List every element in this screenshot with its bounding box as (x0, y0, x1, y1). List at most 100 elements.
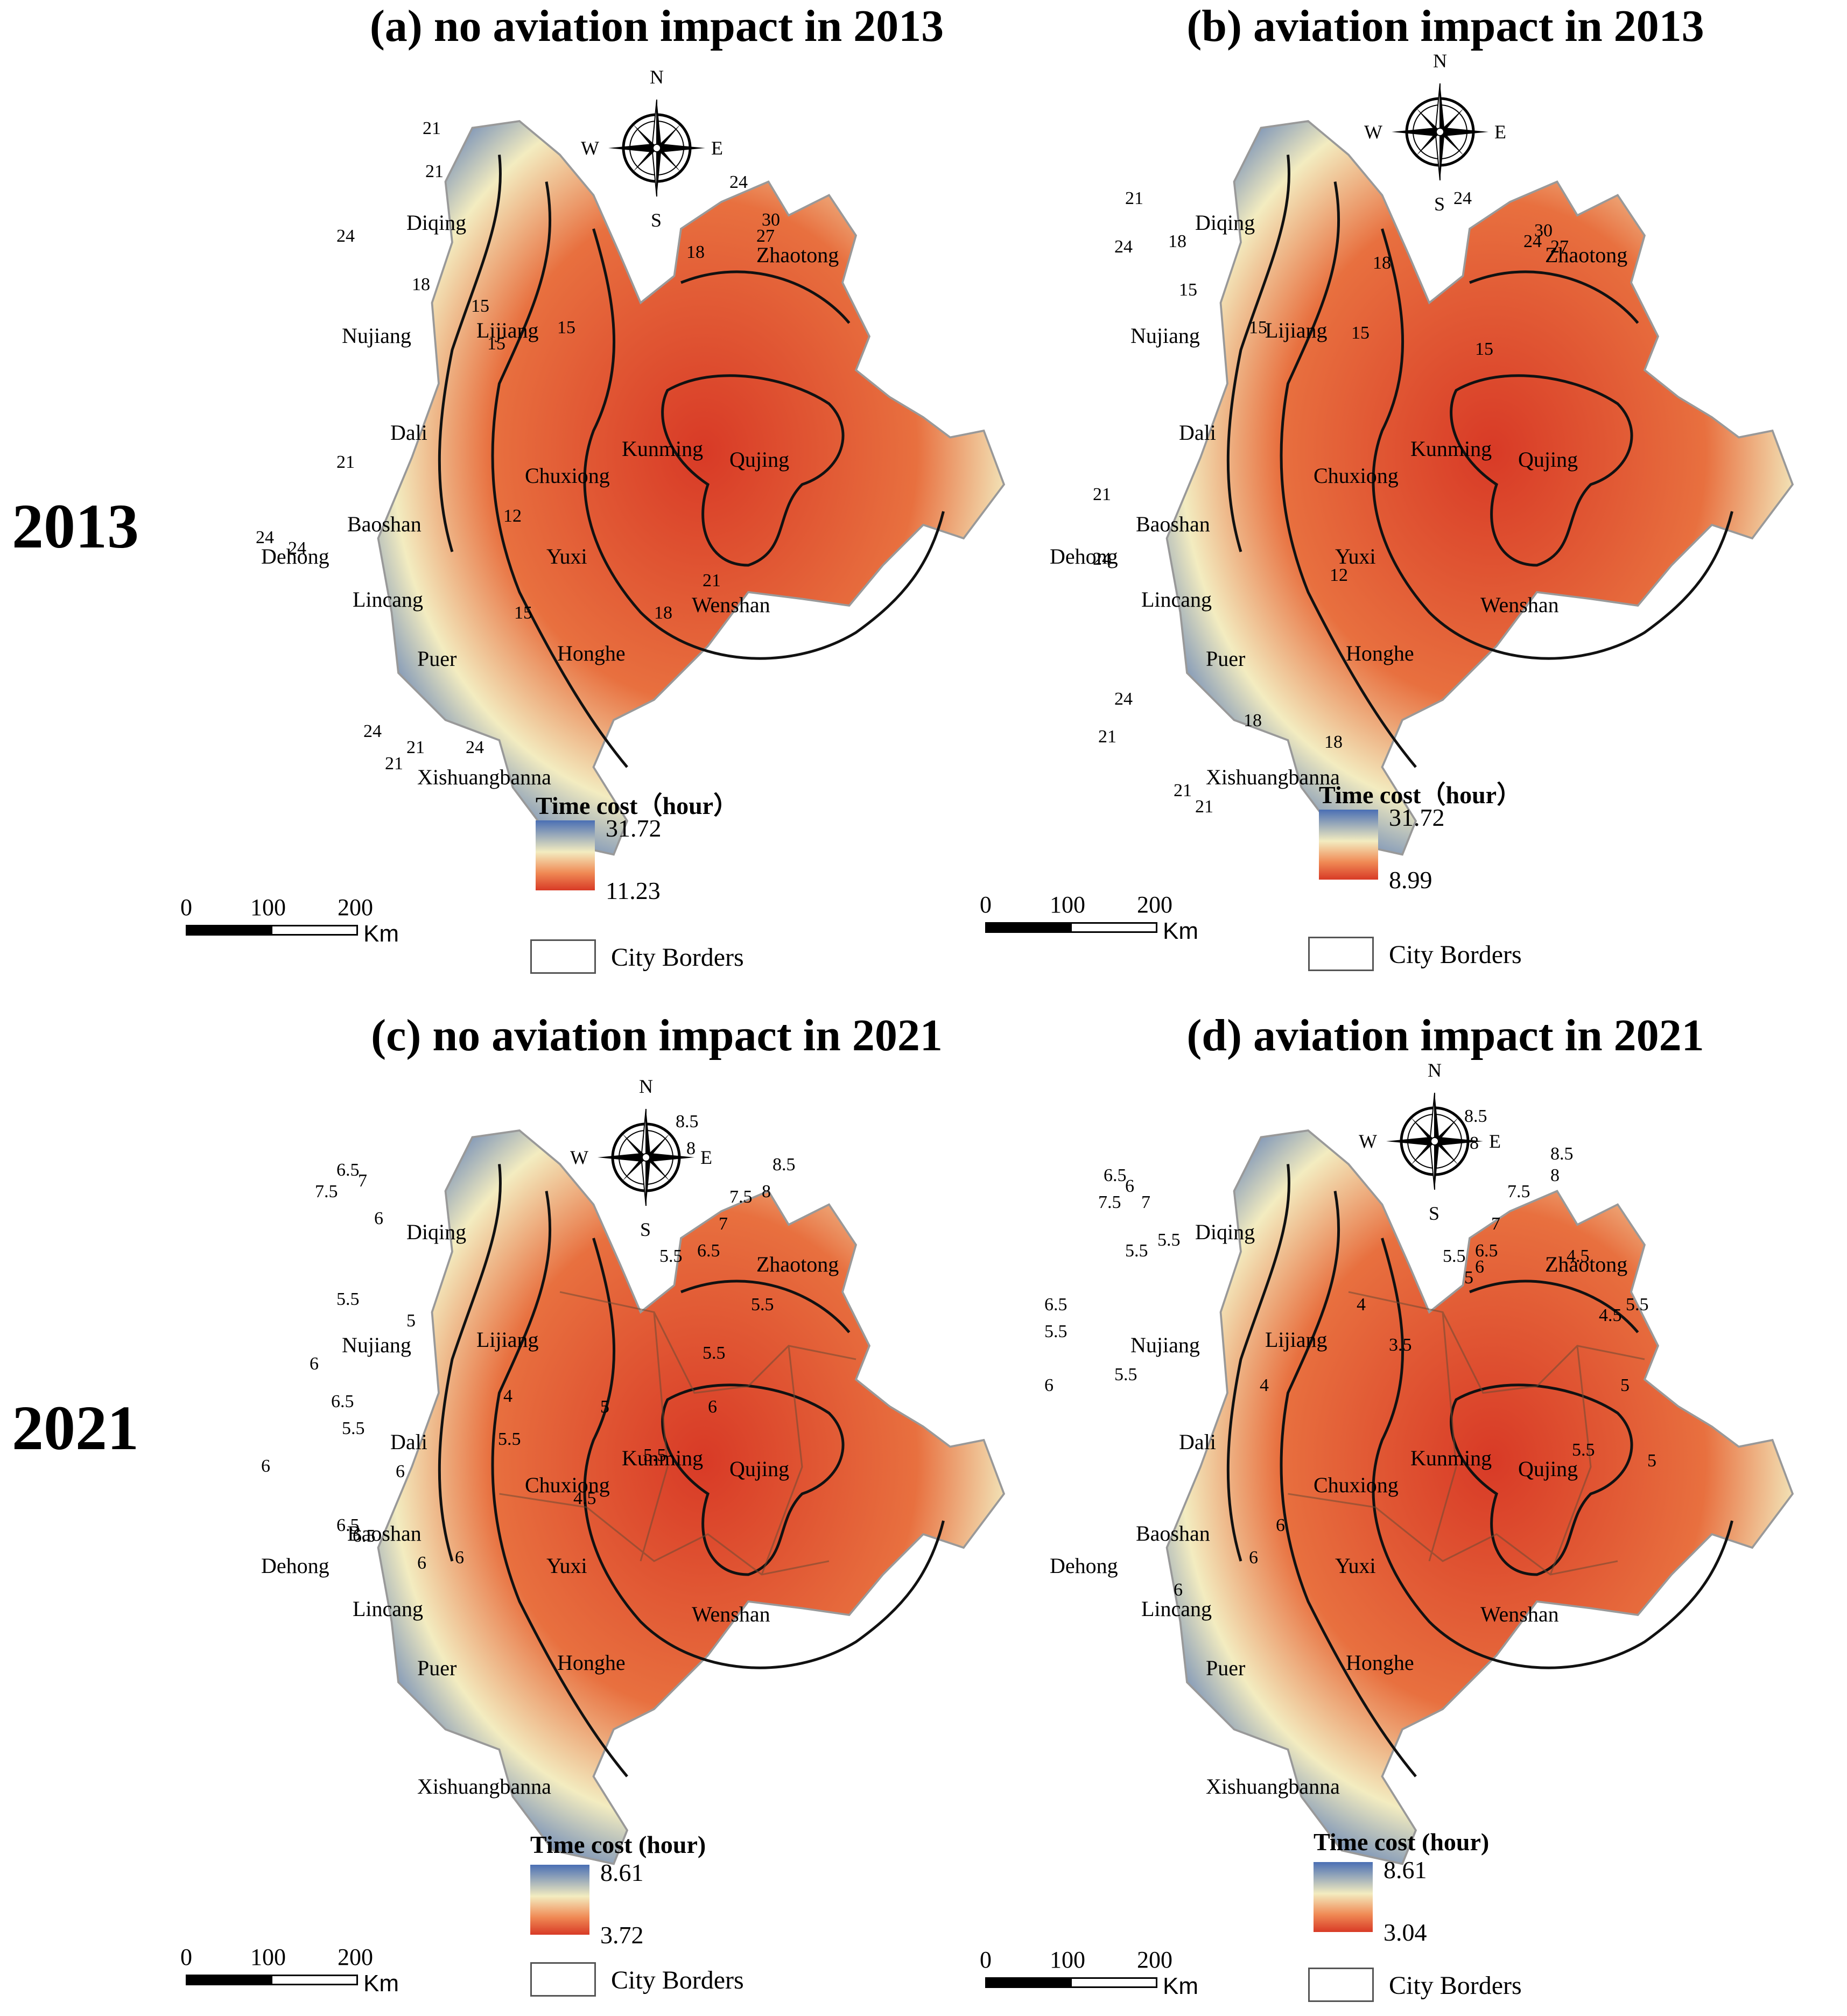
legend-title: Time cost (hour) (530, 1831, 706, 1858)
contour-label: 5 (406, 1311, 416, 1331)
scale-bar-white (271, 925, 358, 936)
contour-label: 21 (1125, 188, 1143, 208)
city-label: Lincang (1141, 587, 1212, 612)
map-panel-c: (c) no aviation impact in 2021 Diqing Nuj… (180, 1009, 1069, 2005)
contour-label: 5 (1620, 1375, 1630, 1395)
city-borders-legend: City Borders (530, 1962, 778, 2005)
contour-label: 15 (557, 318, 575, 338)
contour-lines (1226, 154, 1733, 768)
contour-label: 21 (1093, 484, 1111, 504)
scale-bar-black (186, 1975, 272, 1985)
contour-label: 6 (708, 1397, 717, 1417)
city-label: Qujing (1518, 1457, 1578, 1481)
compass-rose-icon (608, 99, 705, 197)
scale-tick-100: 100 (1050, 1947, 1085, 1973)
contour-label: 21 (406, 737, 425, 757)
contour-label: 15 (1249, 318, 1267, 338)
city-label: Zhaotong (1545, 1252, 1628, 1276)
scale-tick-100: 100 (250, 894, 286, 921)
contour-label: 4.5 (573, 1488, 596, 1508)
contour-label: 27 (756, 226, 775, 246)
compass-e: E (711, 137, 723, 159)
scale-bar-black (985, 922, 1071, 933)
row-label-2013: 2013 (12, 491, 139, 561)
scale-tick-100: 100 (250, 1944, 286, 1970)
city-label: Yuxi (1335, 544, 1376, 568)
city-label: Baoshan (347, 512, 422, 536)
contour-label: 6 (455, 1548, 464, 1568)
contour-label: 4.5 (1599, 1305, 1622, 1325)
map-canvas (1165, 120, 1794, 856)
city-label: Kunming (1410, 1446, 1492, 1470)
city-label: Yuxi (546, 1554, 587, 1578)
contour-lines (438, 154, 945, 768)
legend: Time cost（hour） 31.72 8.99 (1319, 775, 1545, 899)
legend-min: 11.23 (606, 877, 661, 904)
contour-label: 6.5 (1044, 1295, 1068, 1315)
scale-tick-200: 200 (1137, 1947, 1172, 1973)
legend-color-ramp (1314, 1862, 1373, 1932)
contour-label: 6 (310, 1354, 319, 1374)
scale-tick-200: 200 (338, 894, 373, 921)
contour-label: 5.5 (1125, 1241, 1148, 1261)
panel-title: (b) aviation impact in 2013 (1186, 1, 1704, 51)
city-label: Chuxiong (1314, 1473, 1399, 1497)
city-label: Kunming (622, 437, 704, 461)
city-label: Diqing (406, 210, 467, 235)
contour-label: 7.5 (1098, 1192, 1121, 1212)
contour-label: 5.5 (703, 1343, 726, 1363)
city-label: Lijiang (476, 318, 539, 342)
panel-title: (d) aviation impact in 2021 (1186, 1010, 1704, 1060)
province-outline (1165, 120, 1794, 856)
compass-w: W (1359, 1130, 1377, 1152)
compass-rose-icon (1386, 1092, 1483, 1190)
city-borders-label: City Borders (611, 943, 744, 972)
legend-color-ramp (530, 1865, 589, 1935)
contour-label: 5.5 (1157, 1230, 1181, 1250)
legend-color-ramp (536, 820, 595, 890)
city-label: Honghe (1346, 1650, 1414, 1675)
city-borders-legend: City Borders (530, 939, 778, 982)
panel-title: (a) no aviation impact in 2013 (369, 1, 944, 51)
north-arrow: N S E W (581, 66, 723, 231)
contour-label: 8.5 (1550, 1144, 1574, 1164)
contour-label: 5 (1647, 1451, 1656, 1471)
city-label: Honghe (557, 641, 626, 665)
map-canvas (1165, 1129, 1794, 1865)
scale-tick-100: 100 (1050, 891, 1085, 918)
contour-label: 6 (396, 1462, 405, 1481)
compass-e: E (1494, 121, 1506, 143)
legend-max: 8.61 (1384, 1856, 1427, 1884)
scale-bar: 0 100 200 Km (980, 1946, 1211, 2016)
contour-label: 4 (1357, 1295, 1366, 1315)
city-borders-swatch (530, 1962, 596, 1997)
city-label: Xishuangbanna (1206, 1774, 1340, 1799)
contour-label: 18 (1373, 253, 1391, 273)
compass-n: N (650, 66, 664, 88)
contour-label: 24 (729, 172, 748, 192)
contour-label: 5 (1464, 1268, 1473, 1288)
contour-label: 8 (1550, 1165, 1560, 1185)
city-label: Lincang (1141, 1597, 1212, 1621)
contour-label: 8 (686, 1139, 696, 1158)
contour-label: 6 (374, 1209, 383, 1228)
contour-label: 24 (256, 528, 274, 547)
city-label: Wenshan (692, 1602, 770, 1626)
city-label: Baoshan (1136, 1521, 1210, 1546)
city-label: Wenshan (1480, 1602, 1559, 1626)
city-label: Diqing (406, 1220, 467, 1244)
city-label: Nujiang (342, 1333, 411, 1357)
city-label: Honghe (1346, 641, 1414, 665)
compass-e: E (1489, 1130, 1501, 1152)
map-panel-b: (b) aviation impact in 2013 Diqing Nujian… (980, 0, 1847, 996)
city-label: Yuxi (546, 544, 587, 568)
city-label: Nujiang (342, 324, 411, 348)
contour-label: 5.5 (751, 1295, 774, 1315)
contour-label: 6.5 (1475, 1241, 1498, 1261)
contour-label: 6 (1174, 1580, 1183, 1600)
city-borders-label: City Borders (1389, 1971, 1522, 2000)
scale-bar: 0 100 200 Km (980, 891, 1211, 961)
contour-label: 24 (336, 226, 355, 246)
contour-label: 3.5 (1389, 1335, 1412, 1355)
city-label: Honghe (557, 1650, 626, 1675)
